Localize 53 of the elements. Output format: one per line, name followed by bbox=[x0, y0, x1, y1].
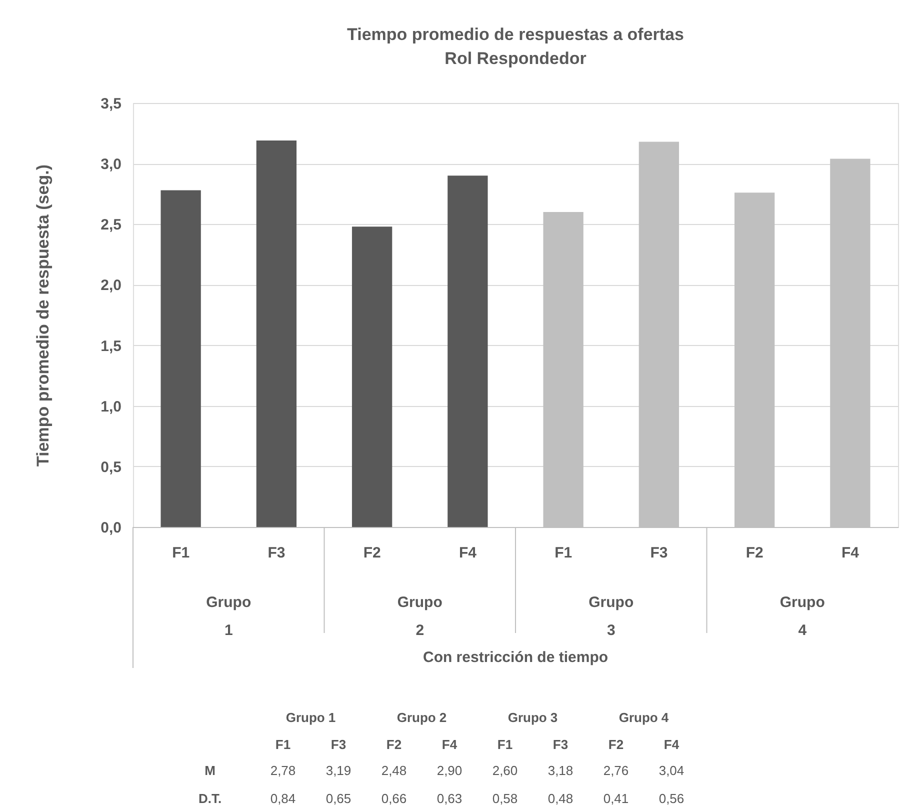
text: Grupo 1 bbox=[206, 594, 252, 639]
text: 2,78 bbox=[270, 763, 296, 778]
y-tick-label: 1,0 bbox=[100, 398, 122, 416]
category-label: F3 bbox=[330, 737, 346, 752]
text: 0,66 bbox=[381, 791, 407, 806]
category-label: F3 bbox=[552, 737, 568, 752]
x-tick-label: F3 bbox=[268, 544, 286, 562]
x-tick-label: F2 bbox=[363, 544, 381, 562]
text: D.T. bbox=[198, 791, 222, 806]
text: 2,90 bbox=[436, 763, 462, 778]
category-label: F1 bbox=[275, 737, 291, 752]
y-tick-label: 2,0 bbox=[100, 277, 122, 294]
y-tick-label: 0,5 bbox=[100, 458, 122, 476]
text: M bbox=[204, 763, 216, 778]
text: 3,04 bbox=[658, 763, 684, 778]
x-tick-label: F4 bbox=[841, 544, 860, 562]
text: 2,48 bbox=[381, 763, 407, 778]
text: 3,18 bbox=[548, 763, 574, 778]
text: Grupo 1 bbox=[286, 710, 336, 725]
chart-title: Tiempo promedio de respuestas a ofertas Rol Respondedor bbox=[347, 25, 684, 68]
y-tick-label: 2,5 bbox=[100, 216, 122, 234]
y-axis-title: Tiempo promedio de respuesta (seg.) bbox=[34, 164, 53, 466]
category-label: F4 bbox=[664, 737, 680, 752]
text: 0,58 bbox=[492, 791, 518, 806]
text: 0,63 bbox=[436, 791, 462, 806]
y-tick-label: 3,0 bbox=[100, 156, 122, 174]
text: 0,56 bbox=[658, 791, 684, 806]
y-tick-label: 3,5 bbox=[100, 96, 122, 112]
x-tick-label: F4 bbox=[458, 544, 478, 562]
x-tick-label: F1 bbox=[172, 544, 190, 562]
text: 2,76 bbox=[603, 763, 629, 778]
x-tick-label: F1 bbox=[554, 544, 572, 562]
category-label: F4 bbox=[442, 737, 458, 752]
y-tick-label: 1,5 bbox=[100, 338, 122, 355]
y-tick-label: 0,0 bbox=[100, 520, 122, 536]
x-tick-label: F2 bbox=[746, 544, 764, 562]
text: Grupo 4 bbox=[780, 594, 825, 639]
text: Grupo 4 bbox=[618, 710, 669, 725]
text: Grupo 2 bbox=[396, 710, 447, 725]
text: Con restricción de tiempo bbox=[422, 649, 608, 666]
text: Grupo 3 bbox=[508, 710, 558, 725]
text: 0,65 bbox=[326, 791, 352, 806]
text: Grupo 3 bbox=[588, 594, 634, 639]
text: 2,60 bbox=[492, 763, 518, 778]
text: Grupo 2 bbox=[397, 594, 442, 639]
category-label: F1 bbox=[497, 737, 513, 752]
x-tick-label: F3 bbox=[650, 544, 668, 562]
category-label: F2 bbox=[386, 737, 402, 752]
category-label: F2 bbox=[608, 737, 624, 752]
text: 0,41 bbox=[603, 791, 629, 806]
text: 0,48 bbox=[548, 791, 574, 806]
text: 0,84 bbox=[270, 791, 296, 806]
text: 3,19 bbox=[326, 763, 352, 778]
